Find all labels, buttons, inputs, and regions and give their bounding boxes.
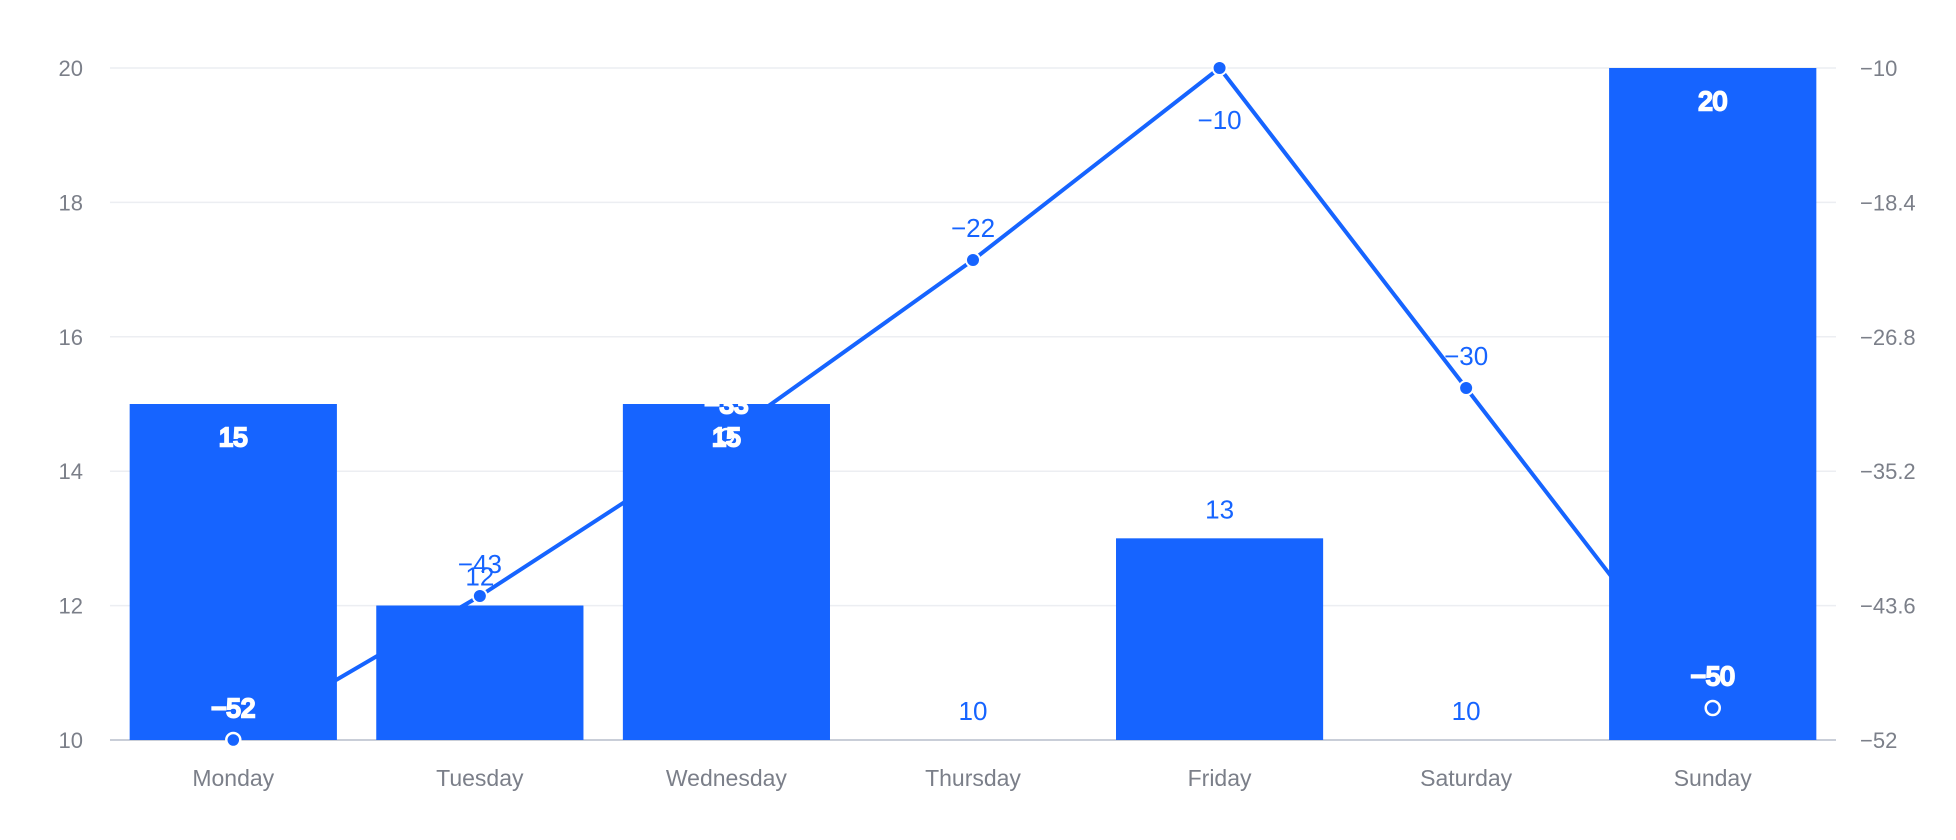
bar-overlay: [1116, 538, 1324, 740]
x-tick-label: Tuesday: [436, 765, 524, 791]
line-point: [1458, 380, 1475, 396]
y-right-tick-label: −35.2: [1860, 459, 1916, 484]
x-tick-label: Thursday: [925, 765, 1021, 791]
y-left-tick-label: 18: [59, 190, 83, 215]
line-point: [1704, 699, 1721, 717]
y-right-tick-label: −26.8: [1860, 325, 1916, 350]
line-data-label: −52: [211, 693, 255, 723]
x-tick-label: Wednesday: [666, 765, 788, 791]
line-data-label: −43: [458, 549, 502, 579]
bar-overlay: [129, 404, 337, 740]
x-tick-label: Friday: [1188, 765, 1252, 791]
bar-data-label: 15: [712, 422, 741, 452]
x-tick-label: Saturday: [1420, 765, 1513, 791]
y-left-tick-label: 12: [59, 594, 83, 619]
line-data-label: −50: [1691, 661, 1735, 691]
bar-data-label: 10: [959, 696, 988, 726]
y-right-tick-label: −18.4: [1860, 190, 1916, 215]
y-left-tick-label: 20: [59, 56, 83, 81]
y-right-tick-label: −52: [1860, 728, 1897, 753]
line-point: [1211, 60, 1228, 76]
line-data-label: −33: [704, 389, 748, 419]
y-left-tick-label: 10: [59, 728, 83, 753]
line-data-label: −30: [1444, 341, 1488, 371]
bar-overlay: [1609, 68, 1817, 740]
line-point: [718, 427, 735, 445]
line-data-label: −22: [951, 213, 995, 243]
bar-data-label: 12: [465, 562, 494, 592]
line-point: [471, 588, 488, 604]
line-data-label: −10: [1198, 105, 1242, 135]
line-point: [965, 252, 981, 268]
bar-data-label: 20: [1698, 86, 1727, 116]
bar-overlay: [376, 605, 584, 740]
bar-data-label: 10: [1452, 696, 1481, 726]
x-tick-label: Monday: [192, 765, 274, 791]
y-left-tick-label: 14: [59, 459, 83, 484]
x-tick-label: Sunday: [1674, 765, 1753, 791]
bar-overlay: [622, 404, 830, 740]
bar-data-label: 15: [219, 422, 248, 452]
line-point: [225, 731, 242, 749]
y-right-tick-label: −43.6: [1860, 594, 1916, 619]
y-right-tick-label: −10: [1860, 56, 1897, 81]
y-left-tick-label: 16: [59, 325, 83, 350]
bar-data-label: 13: [1205, 494, 1234, 524]
